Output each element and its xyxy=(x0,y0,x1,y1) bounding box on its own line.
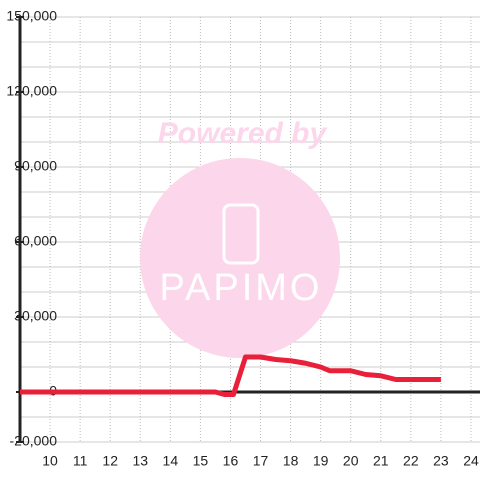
y-tick-label: 150,000 xyxy=(6,8,57,24)
x-tick-label: 20 xyxy=(343,453,359,469)
y-tick-label: -20,000 xyxy=(10,433,58,449)
x-tick-label: 15 xyxy=(193,453,209,469)
x-tick-label: 13 xyxy=(132,453,148,469)
x-tick-label: 23 xyxy=(433,453,449,469)
x-tick-label: 24 xyxy=(463,453,479,469)
x-tick-label: 22 xyxy=(403,453,419,469)
x-tick-label: 21 xyxy=(373,453,389,469)
x-tick-label: 10 xyxy=(42,453,58,469)
x-tick-label: 19 xyxy=(313,453,329,469)
watermark-logo: PAPIMO xyxy=(160,267,323,309)
watermark-text: Powered by xyxy=(158,117,328,150)
y-tick-label: 30,000 xyxy=(14,308,57,324)
x-tick-label: 18 xyxy=(283,453,299,469)
watermark-icon xyxy=(222,203,260,265)
y-tick-label: 90,000 xyxy=(14,158,57,174)
x-tick-label: 17 xyxy=(253,453,269,469)
watermark-circle xyxy=(140,158,340,358)
x-tick-label: 12 xyxy=(102,453,118,469)
x-tick-label: 14 xyxy=(163,453,179,469)
y-tick-label: 120,000 xyxy=(6,83,57,99)
x-tick-label: 16 xyxy=(223,453,239,469)
x-tick-label: 11 xyxy=(73,453,88,469)
y-tick-label: 60,000 xyxy=(14,233,57,249)
line xyxy=(20,354,441,397)
